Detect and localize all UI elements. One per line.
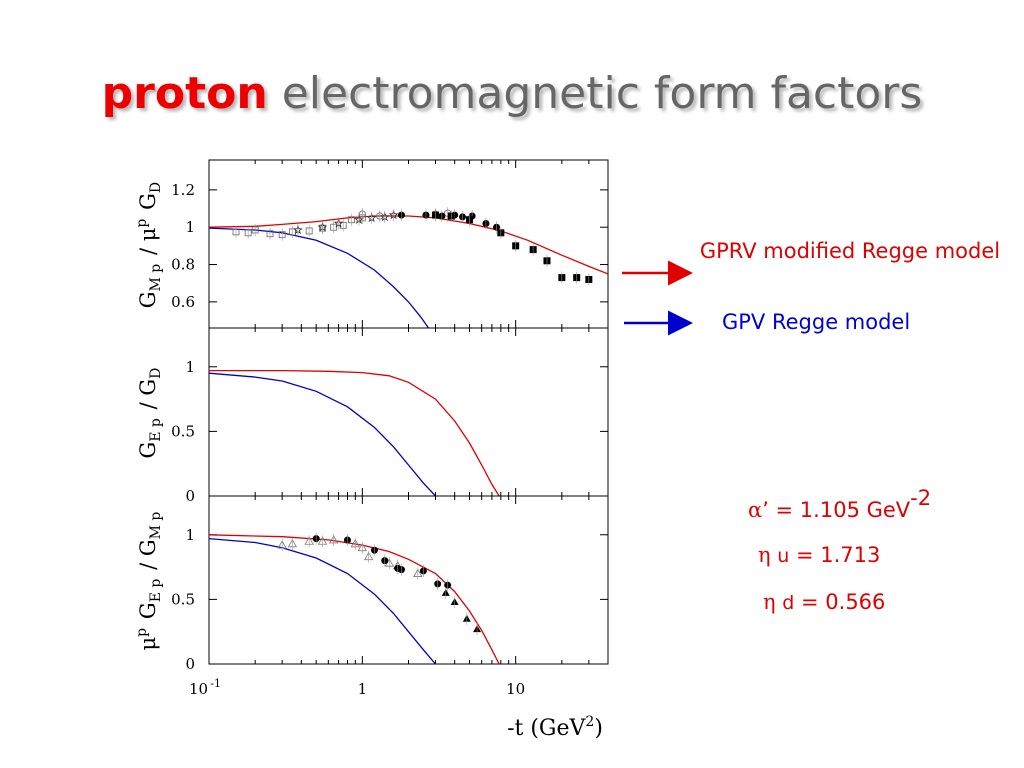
param-alpha: α’ = 1.105 GeV-2 bbox=[748, 486, 931, 522]
x-tick-label: 10 bbox=[506, 680, 525, 698]
alpha-symbol: α bbox=[748, 498, 763, 522]
eta-d-value: = 0.566 bbox=[794, 590, 886, 614]
eta-u-symbol: η bbox=[758, 543, 771, 567]
y-tick-label: 0 bbox=[185, 487, 195, 505]
series-red-curve bbox=[209, 534, 500, 664]
series-blue-curve bbox=[209, 537, 436, 664]
legend-label-red: GPRV modified Regge model bbox=[699, 239, 1001, 263]
title-rest: electromagnetic form factors bbox=[281, 68, 923, 119]
y-tick-label: 1 bbox=[185, 358, 195, 376]
eta-d-symbol: η bbox=[763, 590, 776, 614]
title-word-proton: proton bbox=[101, 68, 268, 119]
alpha-value: ’ = 1.105 GeV bbox=[762, 498, 911, 522]
series-red-curve bbox=[209, 369, 500, 496]
y-axis-label-middle: GE p / GD bbox=[136, 365, 164, 458]
series-blue-curve bbox=[209, 372, 436, 496]
slide-title: proton electromagnetic form factors bbox=[0, 68, 1024, 119]
alpha-exponent: -2 bbox=[910, 486, 932, 510]
x-axis-label: -t (GeV2) bbox=[507, 714, 603, 741]
panel-bottom: 0 0.5 1 μp GE p / GM p 10 -1 1 10 -t (GeV2) bbox=[134, 495, 609, 741]
legend-label-blue: GPV Regge model bbox=[722, 310, 911, 334]
series-red-curve bbox=[209, 215, 608, 275]
y-tick-label: 1.2 bbox=[171, 181, 195, 199]
panel-frame bbox=[208, 327, 609, 497]
y-axis-label-bottom: μp GE p / GM p bbox=[134, 510, 164, 651]
y-tick-label: 0.5 bbox=[171, 590, 195, 608]
y-tick-label: 0 bbox=[185, 655, 195, 673]
y-tick-label: 1 bbox=[185, 218, 195, 236]
y-axis-label-top: GM p / μp GD bbox=[134, 180, 164, 309]
panel-middle: 0 0.5 1 GE p / GD bbox=[136, 327, 609, 505]
eta-d-sub: d bbox=[782, 592, 795, 614]
y-tick-label: 1 bbox=[185, 526, 195, 544]
param-eta-u: η u = 1.713 bbox=[758, 543, 880, 567]
y-tick-label: 0.8 bbox=[171, 256, 195, 274]
param-eta-d: η d = 0.566 bbox=[763, 590, 885, 614]
y-tick-label: 0.6 bbox=[171, 293, 195, 311]
x-tick-label: 1 bbox=[358, 680, 368, 698]
panel-top: 0.6 0.8 1 1.2 GM p / μp GD bbox=[134, 159, 609, 329]
panel-frame bbox=[208, 495, 609, 665]
eta-u-value: = 1.713 bbox=[789, 543, 881, 567]
x-tick-label: 10 -1 bbox=[189, 677, 221, 698]
eta-u-sub: u bbox=[777, 545, 790, 567]
y-tick-label: 0.5 bbox=[171, 422, 195, 440]
series-blue-curve bbox=[209, 227, 430, 328]
